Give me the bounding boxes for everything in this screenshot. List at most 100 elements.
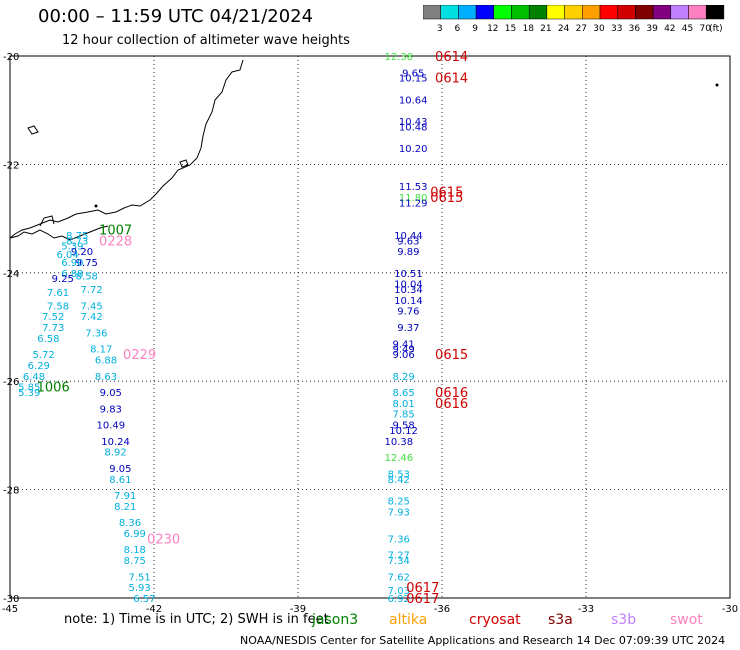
wave-height-value: 10.20 bbox=[399, 144, 428, 155]
wave-height-value: 10.64 bbox=[399, 95, 428, 106]
wave-height-value: 10.14 bbox=[394, 296, 423, 307]
scale-tick-label: 9 bbox=[472, 24, 478, 34]
wave-height-value: 8.29 bbox=[392, 372, 414, 383]
wave-height-value: 6.88 bbox=[95, 356, 117, 367]
latitude-label: -20 bbox=[3, 52, 19, 63]
wave-height-points: 12.389.6510.1510.6410.4310.4810.2011.531… bbox=[18, 52, 427, 605]
grid-lines bbox=[9, 55, 731, 599]
wave-height-value: 10.49 bbox=[96, 421, 125, 432]
scale-tick-label: 39 bbox=[646, 24, 658, 34]
wave-height-value: 7.42 bbox=[80, 312, 102, 323]
map-subtitle: 12 hour collection of altimeter wave hei… bbox=[62, 33, 350, 48]
latitude-label: -28 bbox=[3, 486, 19, 497]
wave-height-value: 7.93 bbox=[388, 507, 410, 518]
scale-tick-label: 30 bbox=[593, 24, 605, 34]
wave-height-value: 9.20 bbox=[71, 247, 93, 258]
wave-height-value: 10.04 bbox=[394, 280, 423, 291]
pass-time-labels: 0614061406150615061506160616061706171007… bbox=[37, 50, 468, 607]
wave-height-value: 11.29 bbox=[399, 198, 428, 209]
wave-height-value: 7.27 bbox=[388, 551, 410, 562]
wave-height-value: 9.41 bbox=[392, 339, 414, 350]
latitude-label: -26 bbox=[3, 377, 19, 388]
wave-height-value: 5.39 bbox=[18, 388, 40, 399]
wave-height-value: 6.88 bbox=[61, 269, 83, 280]
wave-height-value: 10.44 bbox=[394, 231, 423, 242]
scale-tick-label: 36 bbox=[629, 24, 641, 34]
wave-height-value: 7.73 bbox=[42, 323, 64, 334]
pass-time-label: 0614 bbox=[435, 72, 468, 87]
wave-height-value: 5.72 bbox=[32, 350, 54, 361]
pass-time-label: 0617 bbox=[406, 581, 439, 596]
wave-height-value: 8.92 bbox=[104, 448, 126, 459]
wave-height-value: 7.36 bbox=[388, 534, 410, 545]
scale-tick-label: 15 bbox=[505, 24, 516, 34]
wave-height-value: 7.72 bbox=[80, 285, 102, 296]
wave-height-value: 7.51 bbox=[128, 572, 150, 583]
wave-height-value: 9.76 bbox=[397, 307, 419, 318]
wave-height-value: 9.63 bbox=[397, 236, 419, 247]
wave-height-value: 5.93 bbox=[128, 583, 150, 594]
wave-height-value: 7.58 bbox=[47, 301, 69, 312]
scale-tick-label: 3 bbox=[437, 24, 443, 34]
scale-tick-label: 24 bbox=[558, 24, 570, 34]
legend-jason3: jason3 bbox=[312, 612, 359, 628]
wave-height-value: 9.83 bbox=[100, 404, 122, 415]
wave-height-value: 8.17 bbox=[90, 345, 112, 356]
wave-height-value: 8.18 bbox=[124, 545, 146, 556]
wave-height-value: 9.05 bbox=[100, 388, 122, 399]
wave-height-value: 7.61 bbox=[47, 288, 69, 299]
legend-swot: swot bbox=[670, 612, 703, 628]
pass-time-label: 1006 bbox=[37, 381, 70, 396]
wave-height-value: 10.48 bbox=[399, 122, 428, 133]
wave-height-value: 8.75 bbox=[66, 231, 88, 242]
island-outline-2 bbox=[27, 125, 39, 135]
island-dot bbox=[715, 83, 719, 87]
brazil-coastline bbox=[9, 59, 244, 239]
southern-shore bbox=[9, 225, 109, 241]
wave-height-value: 8.61 bbox=[109, 475, 131, 486]
wave-height-value: 7.36 bbox=[85, 328, 107, 339]
wave-height-value: 6.99 bbox=[124, 529, 146, 540]
wave-height-value: 9.49 bbox=[392, 345, 414, 356]
wave-height-value: 8.53 bbox=[388, 469, 410, 480]
wave-height-value: 6.48 bbox=[23, 372, 45, 383]
scale-tick-label: 70 bbox=[699, 24, 711, 34]
scale-tick-label: 27 bbox=[576, 24, 587, 34]
wave-height-value: 12.38 bbox=[384, 52, 413, 63]
longitude-label: -45 bbox=[2, 604, 18, 615]
pass-time-label: 0615 bbox=[435, 348, 468, 363]
scale-tick-label: 33 bbox=[611, 24, 622, 34]
wave-height-value: 8.58 bbox=[76, 272, 98, 283]
pass-time-label: 1007 bbox=[99, 223, 132, 238]
scale-tick-label: 6 bbox=[455, 24, 461, 34]
scale-tick-label: 21 bbox=[540, 24, 551, 34]
wave-height-value: 9.37 bbox=[397, 323, 419, 334]
longitude-label: -30 bbox=[722, 604, 738, 615]
legend-s3a: s3a bbox=[548, 612, 573, 628]
scale-tick-label: 45 bbox=[682, 24, 693, 34]
wave-height-value: 9.05 bbox=[109, 464, 131, 475]
latitude-label: -22 bbox=[3, 160, 19, 171]
wave-height-value: 8.25 bbox=[388, 496, 410, 507]
wave-height-value: 10.34 bbox=[394, 285, 423, 296]
longitude-label: -33 bbox=[578, 604, 594, 615]
scale-unit-label: (ft) bbox=[709, 24, 723, 34]
pass-time-label: 0230 bbox=[147, 532, 180, 547]
pass-time-label: 0614 bbox=[435, 50, 468, 65]
bay-outline bbox=[39, 215, 55, 227]
wave-height-value: 6.04 bbox=[56, 250, 78, 261]
wave-height-value: 8.21 bbox=[114, 502, 136, 513]
longitude-label: -39 bbox=[290, 604, 306, 615]
longitude-label: -36 bbox=[434, 604, 450, 615]
wave-height-value: 9.89 bbox=[397, 247, 419, 258]
pass-time-label: 0228 bbox=[99, 234, 132, 249]
wave-height-value: 6.57 bbox=[133, 594, 155, 605]
wave-height-value: 12.46 bbox=[384, 453, 413, 464]
wave-height-value: 7.91 bbox=[114, 491, 136, 502]
wave-height-value: 6.58 bbox=[37, 334, 59, 345]
scale-tick-label: 18 bbox=[522, 24, 534, 34]
wave-height-value: 7.85 bbox=[392, 410, 414, 421]
legend-altika: altika bbox=[389, 612, 428, 628]
wave-height-value: 5.39 bbox=[61, 242, 83, 253]
wave-height-value: 8.73 bbox=[66, 236, 88, 247]
